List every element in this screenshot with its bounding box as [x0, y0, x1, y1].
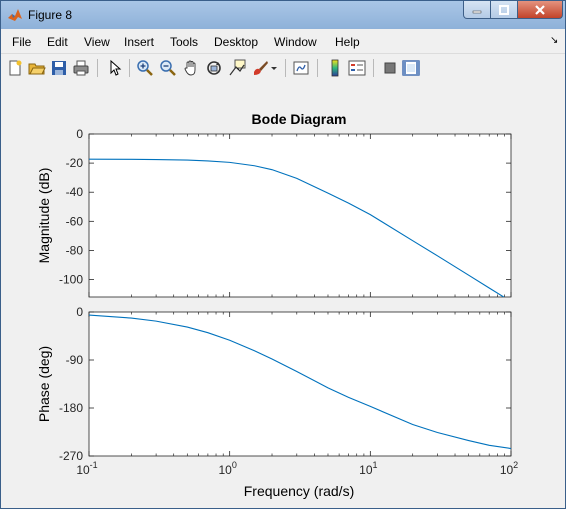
pan-hand-icon[interactable] [182, 59, 200, 77]
legend-icon[interactable] [348, 59, 366, 77]
colorbar-icon[interactable] [326, 59, 344, 77]
menu-file[interactable]: File [12, 35, 32, 49]
window-title: Figure 8 [28, 8, 73, 22]
menu-tools[interactable]: Tools [170, 35, 199, 49]
x-tick-label: 100 [218, 460, 236, 477]
phase-y-tick-label: -270 [59, 449, 83, 463]
magnitude-y-tick-label: -60 [66, 214, 84, 228]
zoom-in-icon[interactable] [136, 59, 154, 77]
close-button[interactable] [517, 1, 563, 19]
title-bar[interactable]: Figure 8 [1, 1, 565, 29]
minimize-icon [472, 10, 482, 13]
x-tick-label: 102 [500, 460, 518, 477]
bode-diagram: Bode Diagram Frequency (rad/s) 0 -20 -40 -6… [36, 111, 518, 499]
minimize-button[interactable] [463, 1, 491, 19]
toolbar-separator [317, 59, 318, 77]
menu-bar: File Edit View Insert Tools Desktop Wind… [1, 30, 565, 52]
matlab-icon [8, 9, 22, 21]
toolbar-separator [373, 59, 374, 77]
maximize-icon [499, 4, 509, 15]
toolbar-separator [97, 59, 98, 77]
new-figure-icon[interactable] [6, 59, 24, 77]
rotate-3d-icon[interactable] [205, 59, 223, 77]
menu-help[interactable]: Help [335, 35, 360, 49]
magnitude-y-tick-label: -100 [59, 273, 83, 287]
show-plot-tools-icon[interactable] [402, 59, 420, 77]
toolbar-separator [285, 59, 286, 77]
phase-y-tick-label: 0 [76, 305, 83, 319]
hide-plot-tools-icon[interactable] [381, 59, 399, 77]
magnitude-y-tick-label: -40 [66, 185, 84, 199]
save-icon[interactable] [50, 59, 68, 77]
figure-canvas: Bode Diagram Frequency (rad/s) 0 -20 -40 -6… [1, 82, 565, 508]
magnitude-y-tick-label: -80 [66, 243, 84, 257]
menu-view[interactable]: View [84, 35, 110, 49]
magnitude-y-axis-label: Magnitude (dB) [36, 168, 52, 264]
menu-desktop[interactable]: Desktop [214, 35, 259, 49]
phase-y-axis-label: Phase (deg) [36, 346, 52, 422]
phase-y-tick-label: -180 [59, 401, 83, 415]
magnitude-axes [88, 133, 512, 298]
phase-series-line [89, 314, 511, 450]
zoom-out-icon[interactable] [159, 59, 177, 77]
phase-axes [88, 311, 512, 457]
magnitude-series-line [89, 158, 505, 297]
link-plot-icon[interactable] [292, 59, 310, 77]
data-cursor-icon[interactable] [228, 59, 246, 77]
menu-window[interactable]: Window [274, 35, 317, 49]
chart-title: Bode Diagram [252, 111, 347, 127]
figure-toolbar [1, 53, 565, 83]
pointer-icon[interactable] [105, 59, 123, 77]
menu-edit[interactable]: Edit [47, 35, 68, 49]
menu-insert[interactable]: Insert [124, 35, 155, 49]
brush-icon[interactable] [251, 59, 269, 77]
brush-dropdown-icon[interactable] [269, 59, 279, 77]
phase-y-tick-label: -90 [66, 353, 84, 367]
x-tick-label: 10-1 [76, 460, 97, 477]
maximize-button[interactable] [490, 1, 518, 19]
close-icon [535, 4, 545, 15]
magnitude-y-tick-label: -20 [66, 156, 84, 170]
magnitude-y-tick-label: 0 [76, 127, 83, 141]
open-folder-icon[interactable] [28, 59, 46, 77]
x-tick-label: 101 [359, 460, 377, 477]
x-axis-label: Frequency (rad/s) [244, 483, 354, 499]
dock-arrow-icon[interactable]: ↘ [550, 35, 559, 46]
print-icon[interactable] [72, 59, 90, 77]
toolbar-separator [129, 59, 130, 77]
